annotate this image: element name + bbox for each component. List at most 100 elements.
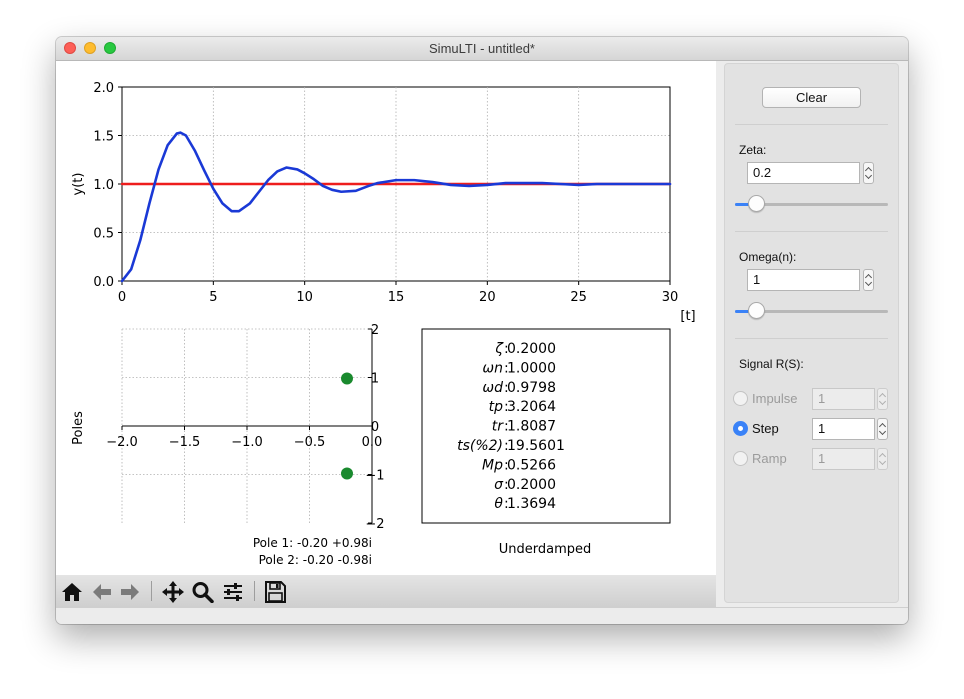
info-label: ts(%2) <box>457 438 503 454</box>
step-plot-ticks: 0 5 10 15 20 25 30 0.0 0.5 1.0 1.5 2.0 <box>93 81 678 305</box>
impulse-stepper[interactable] <box>877 388 888 410</box>
pole-y-tick-label: 0 <box>371 420 379 435</box>
impulse-spinbox[interactable]: 1 <box>812 388 875 410</box>
step-x-tick-label: 20 <box>479 290 496 305</box>
toolbar-separator <box>151 581 152 601</box>
zeta-spinbox[interactable]: 0.2 <box>747 162 860 184</box>
zeta-label: Zeta: <box>739 143 767 157</box>
figure-canvas[interactable]: 0 5 10 15 20 25 30 0.0 0.5 1.0 1.5 2.0 y(t) [t] −2.… <box>56 61 716 575</box>
info-value: 1.0000 <box>507 360 556 376</box>
info-value: 3.2064 <box>507 399 556 415</box>
back-icon <box>93 584 111 600</box>
forward-button[interactable] <box>118 581 142 603</box>
step-x-tick-label: 0 <box>118 290 126 305</box>
info-colon: : <box>504 360 509 376</box>
step-y-tick-label: 2.0 <box>93 81 114 96</box>
info-value: 19.5601 <box>507 438 565 454</box>
info-label: tr <box>492 419 504 435</box>
info-label: Mp <box>482 457 503 473</box>
step-stepper[interactable] <box>877 418 888 440</box>
home-button[interactable] <box>60 581 84 603</box>
info-label: ζ <box>494 341 504 357</box>
omega-label: Omega(n): <box>739 250 797 264</box>
zeta-slider-handle[interactable] <box>748 195 765 212</box>
damping-classification: Underdamped <box>499 542 592 557</box>
toolbar-separator <box>254 581 255 601</box>
info-box-frame <box>421 328 671 524</box>
step-radio[interactable] <box>733 421 748 436</box>
step-x-tick-label: 30 <box>662 290 679 305</box>
step-x-tick-label: 10 <box>296 290 313 305</box>
home-icon <box>62 583 82 601</box>
pole-plot-axes: −2.0 −1.5 −1.0 −0.5 0.0 2 1 0 −1 −2 Poles Pole 1:… <box>71 323 385 567</box>
ramp-radio[interactable] <box>733 451 748 466</box>
info-rows: ζ:0.2000ωn:1.0000ωd:0.9798tp:3.2064tr:1.… <box>457 341 565 512</box>
info-colon: : <box>504 438 509 454</box>
omega-slider-track <box>735 310 888 313</box>
omega-stepper[interactable] <box>863 269 874 291</box>
ramp-label: Ramp <box>752 451 787 466</box>
omega-spinbox[interactable]: 1 <box>747 269 860 291</box>
title-bar: SimuLTI - untitled* <box>56 37 908 61</box>
info-colon: : <box>504 477 509 493</box>
info-label: ωd <box>482 380 503 396</box>
pole-plot-ylabel: Poles <box>71 411 86 445</box>
impulse-radio[interactable] <box>733 391 748 406</box>
ramp-spinbox[interactable]: 1 <box>812 448 875 470</box>
pole-marker <box>341 372 353 385</box>
pole-plot-grid <box>121 328 372 523</box>
step-y-tick-label: 1.0 <box>93 178 114 193</box>
omega-slider-handle[interactable] <box>748 302 765 319</box>
step-y-tick-label: 0.0 <box>93 275 114 290</box>
info-colon: : <box>504 419 509 435</box>
pan-icon <box>162 581 184 603</box>
omega-slider-fill <box>735 310 749 313</box>
impulse-label: Impulse <box>752 391 798 406</box>
zeta-slider-fill <box>735 203 749 206</box>
close-window-button[interactable] <box>64 42 76 54</box>
pole-plot-ticks: −2.0 −1.5 −1.0 −0.5 0.0 2 1 0 −1 −2 <box>106 323 384 532</box>
status-bar <box>56 607 908 624</box>
pole-2-label: Pole 2: -0.20 -0.98i <box>259 553 372 567</box>
zoom-icon <box>192 582 214 603</box>
step-label: Step <box>752 421 779 436</box>
ramp-stepper[interactable] <box>877 448 888 470</box>
step-plot-series <box>120 131 672 283</box>
info-value: 0.5266 <box>507 457 556 473</box>
clear-button[interactable]: Clear <box>762 87 861 108</box>
minimize-window-button[interactable] <box>84 42 96 54</box>
save-figure-button[interactable] <box>263 581 287 603</box>
configure-subplots-button[interactable] <box>221 581 245 603</box>
pole-x-tick-label: −1.0 <box>231 435 263 450</box>
pole-plot-series <box>341 372 353 480</box>
zeta-slider[interactable] <box>735 195 888 213</box>
info-colon: : <box>504 341 509 357</box>
info-box: ζ:0.2000ωn:1.0000ωd:0.9798tp:3.2064tr:1.… <box>421 328 671 557</box>
app-window: SimuLTI - untitled* 0 5 10 15 20 25 30 0.0 0.5 1.… <box>56 37 908 624</box>
pole-y-tick-label: −1 <box>365 469 384 484</box>
info-value: 1.3694 <box>507 496 556 512</box>
info-value: 0.2000 <box>507 341 556 357</box>
omega-slider[interactable] <box>735 302 888 320</box>
pan-button[interactable] <box>161 581 185 603</box>
zoom-button[interactable] <box>191 581 215 603</box>
step-spinbox[interactable]: 1 <box>812 418 875 440</box>
info-value: 0.9798 <box>507 380 556 396</box>
zeta-stepper[interactable] <box>863 162 874 184</box>
configure-icon <box>224 583 242 601</box>
pole-y-tick-label: −2 <box>365 517 384 532</box>
pole-y-tick-label: 2 <box>371 323 379 338</box>
pole-marker <box>341 467 353 480</box>
step-response-line <box>120 131 672 283</box>
pole-x-tick-label: 0.0 <box>362 435 383 450</box>
step-y-tick-label: 1.5 <box>93 130 114 145</box>
step-plot-xlabel: [t] <box>680 309 695 324</box>
save-icon <box>265 581 286 603</box>
panel-divider <box>735 124 888 125</box>
info-colon: : <box>504 380 509 396</box>
zoom-window-button[interactable] <box>104 42 116 54</box>
navigation-toolbar <box>56 575 716 607</box>
step-x-tick-label: 25 <box>570 290 587 305</box>
window-title: SimuLTI - untitled* <box>429 41 535 56</box>
back-button[interactable] <box>90 581 114 603</box>
